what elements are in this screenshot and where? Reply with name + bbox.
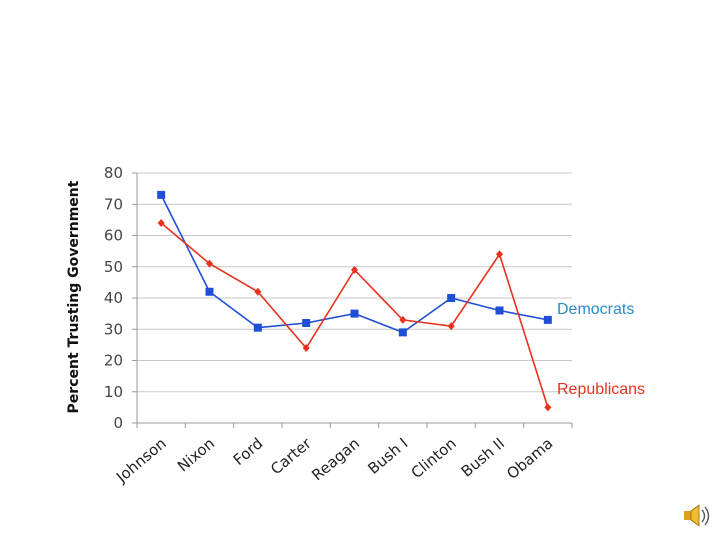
y-axis-label: Percent Trusting Government xyxy=(66,180,82,413)
x-tick-label: Bush I xyxy=(364,434,411,478)
data-point xyxy=(543,315,552,324)
data-point xyxy=(351,265,358,274)
speaker-icon[interactable] xyxy=(684,504,710,527)
data-point xyxy=(399,315,407,324)
series-label-republicans: Republicans xyxy=(557,381,645,398)
data-point xyxy=(302,319,311,327)
x-tick-label: Ford xyxy=(230,434,267,469)
data-point xyxy=(157,190,166,199)
y-tick-labels: 0 10 20 30 40 50 60 70 80 xyxy=(104,164,123,432)
x-tick-label: Johnson xyxy=(112,434,170,486)
series xyxy=(157,190,552,412)
grid-lines xyxy=(137,172,572,393)
y-tick-label: 30 xyxy=(104,320,123,338)
y-tick-label: 70 xyxy=(104,195,123,213)
data-point xyxy=(157,219,165,227)
data-point xyxy=(447,294,456,302)
data-point xyxy=(205,287,214,296)
data-point xyxy=(495,306,504,315)
y-tick-label: 20 xyxy=(104,352,123,370)
y-tick-label: 80 xyxy=(104,164,123,182)
data-point xyxy=(496,250,503,259)
x-tick-label: Clinton xyxy=(408,434,460,482)
x-tick-label: Obama xyxy=(503,434,556,483)
data-point xyxy=(254,287,262,296)
y-tick-label: 50 xyxy=(104,258,123,276)
data-point xyxy=(398,328,407,337)
y-tick-label: 0 xyxy=(113,414,123,432)
data-point xyxy=(350,309,359,318)
data-point xyxy=(544,403,552,412)
x-tick-label: Reagan xyxy=(308,434,363,484)
series-labels: Democrats Republicans xyxy=(557,301,645,398)
y-tick-label: 40 xyxy=(104,289,123,307)
x-tick-label: Bush II xyxy=(458,434,508,480)
y-tick-label: 10 xyxy=(104,383,123,401)
data-point xyxy=(302,344,310,352)
data-point xyxy=(206,259,213,268)
y-tick-label: 60 xyxy=(104,227,123,245)
series-label-democrats: Democrats xyxy=(557,301,634,318)
x-tick-label: Nixon xyxy=(174,434,218,475)
axes xyxy=(132,172,573,428)
data-point xyxy=(447,322,455,331)
data-point xyxy=(253,323,262,332)
